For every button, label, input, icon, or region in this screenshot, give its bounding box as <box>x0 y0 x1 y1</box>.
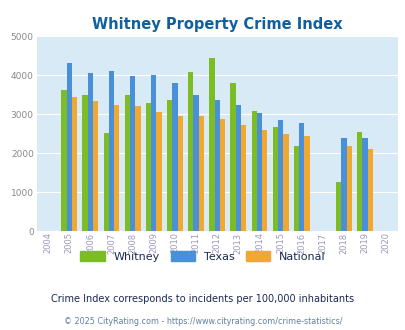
Bar <box>209 58 214 231</box>
Text: © 2025 CityRating.com - https://www.cityrating.com/crime-statistics/: © 2025 CityRating.com - https://www.city… <box>64 317 341 326</box>
Bar <box>304 136 309 231</box>
Bar <box>272 127 277 231</box>
Bar <box>256 113 262 231</box>
Bar <box>241 125 246 231</box>
Text: Crime Index corresponds to incidents per 100,000 inhabitants: Crime Index corresponds to incidents per… <box>51 294 354 304</box>
Bar <box>103 133 109 231</box>
Bar <box>151 75 156 231</box>
Bar <box>61 90 66 231</box>
Bar <box>93 101 98 231</box>
Bar <box>82 95 87 231</box>
Bar <box>198 116 203 231</box>
Bar <box>114 105 119 231</box>
Bar <box>293 146 298 231</box>
Bar <box>341 138 346 231</box>
Bar <box>177 116 182 231</box>
Bar <box>188 72 193 231</box>
Bar <box>109 71 114 231</box>
Bar <box>145 103 151 231</box>
Bar <box>346 146 351 231</box>
Bar <box>135 106 140 231</box>
Legend: Whitney, Texas, National: Whitney, Texas, National <box>75 247 330 267</box>
Bar <box>166 100 172 231</box>
Bar <box>335 182 341 231</box>
Bar <box>156 112 161 231</box>
Bar <box>262 130 267 231</box>
Bar <box>283 134 288 231</box>
Bar <box>124 95 130 231</box>
Title: Whitney Property Crime Index: Whitney Property Crime Index <box>92 17 342 32</box>
Bar <box>172 83 177 231</box>
Bar <box>251 111 256 231</box>
Bar <box>356 132 362 231</box>
Bar <box>87 73 93 231</box>
Bar <box>235 105 241 231</box>
Bar <box>220 119 225 231</box>
Bar <box>193 95 198 231</box>
Bar <box>298 123 304 231</box>
Bar <box>72 97 77 231</box>
Bar <box>367 149 372 231</box>
Bar <box>66 63 72 231</box>
Bar <box>362 138 367 231</box>
Bar <box>230 83 235 231</box>
Bar <box>277 120 283 231</box>
Bar <box>130 76 135 231</box>
Bar <box>214 100 220 231</box>
